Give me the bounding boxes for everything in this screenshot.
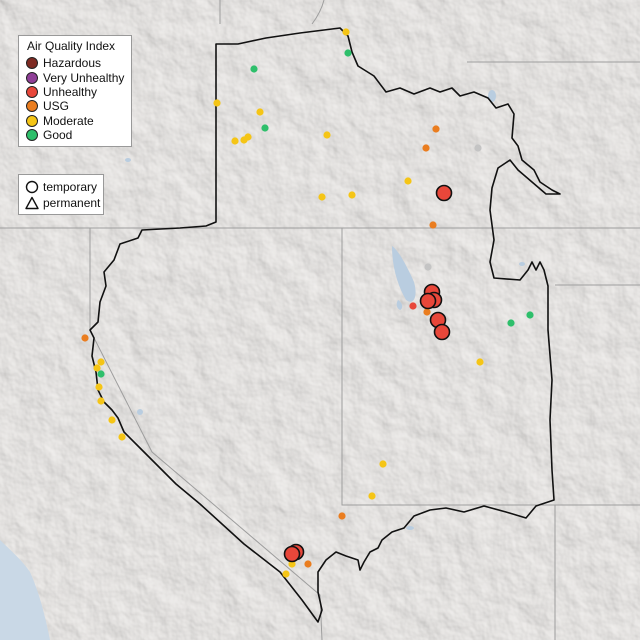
sensor-marker[interactable]: [368, 492, 376, 500]
sensor-marker[interactable]: [81, 334, 89, 342]
sensor-marker[interactable]: [409, 302, 417, 310]
sensor-layer: [81, 28, 534, 578]
triangle-outline-icon: [25, 196, 39, 210]
aqi-legend: Air Quality Index Hazardous Very Unhealt…: [18, 35, 132, 148]
legend-title: Air Quality Index: [27, 39, 116, 53]
sensor-marker[interactable]: [432, 125, 440, 133]
sensor-marker[interactable]: [404, 177, 412, 185]
sensor-marker[interactable]: [323, 131, 331, 139]
sensor-marker[interactable]: [318, 193, 326, 201]
legend-item-good: Good: [25, 128, 125, 142]
legend-item-temporary: temporary: [25, 179, 97, 195]
sensor-marker[interactable]: [424, 263, 432, 271]
legend-label: Good: [43, 128, 73, 143]
sensor-marker[interactable]: [108, 416, 116, 424]
sensor-marker[interactable]: [507, 319, 515, 327]
sensor-marker[interactable]: [474, 144, 482, 152]
sensor-marker[interactable]: [256, 108, 264, 116]
sensor-marker[interactable]: [213, 99, 221, 107]
legend-label: Hazardous: [43, 56, 102, 71]
sensor-marker[interactable]: [261, 124, 269, 132]
legend-item-moderate: Moderate: [25, 114, 125, 128]
swatch-very-unhealthy: [26, 71, 38, 84]
legend-label: temporary: [43, 180, 98, 194]
legend-item-very-unhealthy: Very Unhealthy: [25, 70, 125, 85]
sensor-marker[interactable]: [231, 137, 239, 145]
legend-item-unhealthy: Unhealthy: [25, 85, 125, 99]
swatch-unhealthy: [26, 85, 38, 98]
sensor-marker[interactable]: [423, 308, 431, 316]
sensor-marker[interactable]: [348, 191, 356, 199]
sensor-marker[interactable]: [250, 65, 258, 73]
lakes: [125, 90, 525, 530]
sensor-marker[interactable]: [338, 512, 346, 520]
sensor-marker[interactable]: [379, 460, 387, 468]
sensor-marker[interactable]: [422, 144, 430, 152]
sensor-marker[interactable]: [429, 221, 437, 229]
sensor-marker[interactable]: [288, 560, 296, 568]
circle-outline-icon: [25, 180, 39, 194]
sensor-marker[interactable]: [476, 358, 484, 366]
legend-label: USG: [43, 99, 70, 114]
site-type-legend: temporary permanent: [18, 174, 104, 215]
legend-label: permanent: [43, 196, 101, 210]
ocean: [0, 540, 50, 640]
swatch-usg: [26, 100, 38, 113]
legend-label: Very Unhealthy: [43, 70, 125, 85]
sensor-marker[interactable]: [244, 133, 252, 141]
sensor-marker[interactable]: [118, 433, 126, 441]
swatch-moderate: [26, 114, 38, 127]
sensor-marker[interactable]: [95, 383, 103, 391]
legend-item-hazardous: Hazardous: [25, 56, 125, 70]
legend-label: Moderate: [43, 113, 94, 128]
temporary-sensor-marker[interactable]: [435, 184, 453, 202]
temporary-sensor-marker[interactable]: [433, 323, 451, 341]
temporary-sensor-marker[interactable]: [283, 545, 301, 563]
sensor-marker[interactable]: [342, 28, 350, 36]
legend-item-usg: USG: [25, 99, 125, 113]
sensor-marker[interactable]: [344, 49, 352, 57]
sensor-marker[interactable]: [93, 364, 101, 372]
sensor-marker[interactable]: [97, 370, 105, 378]
sensor-marker[interactable]: [526, 311, 534, 319]
sensor-marker[interactable]: [282, 570, 290, 578]
sensor-marker[interactable]: [304, 560, 312, 568]
sensor-marker[interactable]: [97, 397, 105, 405]
swatch-good: [26, 129, 38, 142]
legend-label: Unhealthy: [43, 84, 98, 99]
temporary-sensor-marker[interactable]: [419, 292, 437, 310]
swatch-hazardous: [26, 57, 38, 70]
legend-item-permanent: permanent: [25, 195, 101, 211]
sensor-marker[interactable]: [97, 358, 105, 366]
